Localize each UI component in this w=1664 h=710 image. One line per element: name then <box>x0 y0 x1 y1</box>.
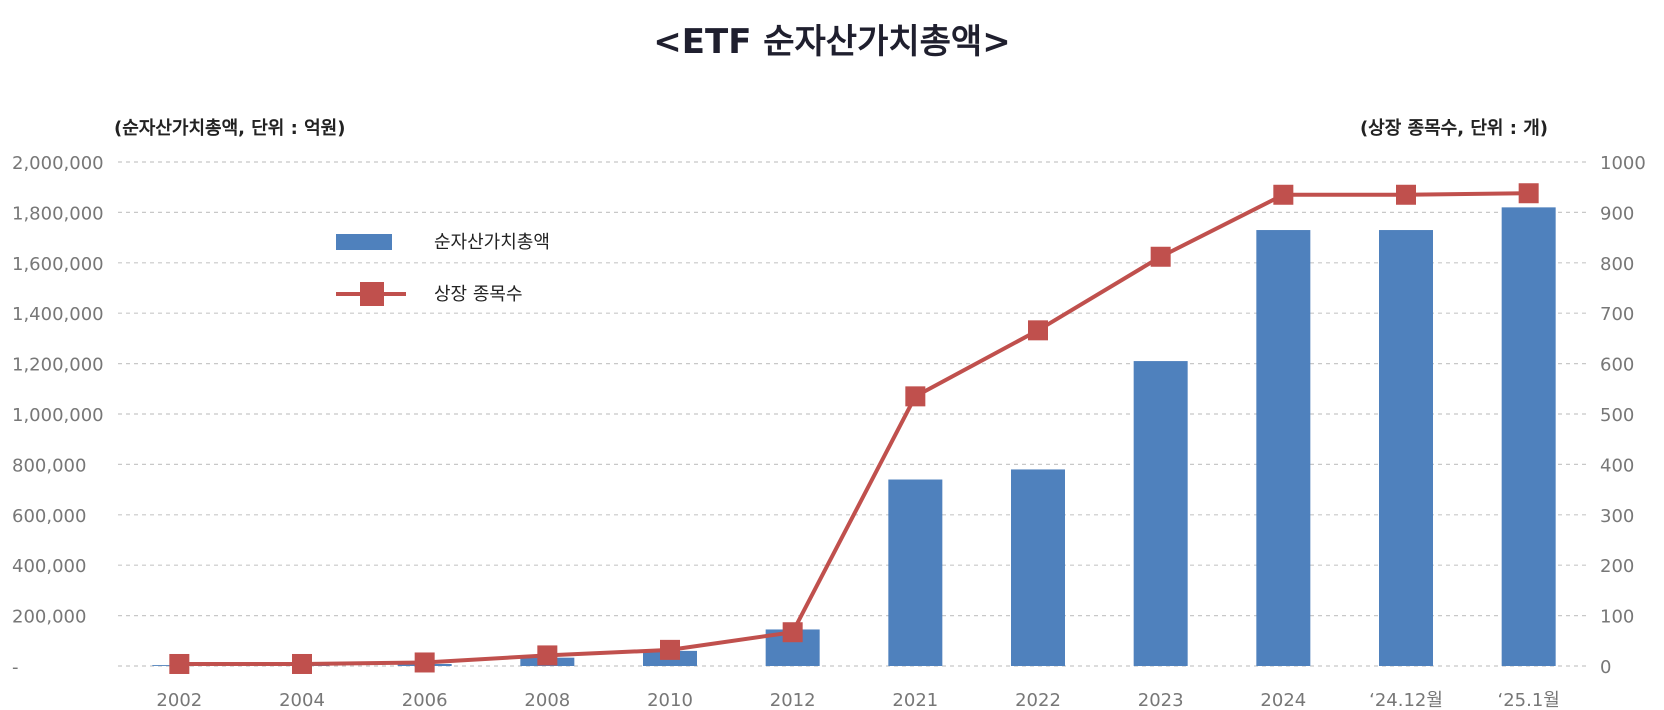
right-axis-tick-label: 1000 <box>1600 153 1646 174</box>
axes: - 0 200,000 100 400,000 200 600,000 300 800,000 4… <box>12 153 1646 710</box>
left-axis-tick-label: 800,000 <box>12 455 86 476</box>
series-line <box>179 191 1529 666</box>
left-axis-tick-label: - <box>12 657 19 678</box>
bar <box>888 479 943 666</box>
x-axis-tick-label: ‘24.12월 <box>1369 690 1443 710</box>
x-axis-tick-label: 2021 <box>892 690 938 710</box>
legend: 순자산가치총액 상장 종목수 <box>336 232 550 306</box>
chart-title: <ETF 순자산가치총액> <box>653 22 1010 62</box>
x-axis-tick-label: 2012 <box>770 690 816 710</box>
x-axis-tick-label: 2024 <box>1260 690 1306 710</box>
left-axis-tick-label: 1,400,000 <box>12 304 104 325</box>
bar <box>1256 230 1311 667</box>
left-axis-tick-label: 2,000,000 <box>12 153 104 174</box>
left-axis-tick-label: 400,000 <box>12 556 86 577</box>
right-axis-tick-label: 300 <box>1600 506 1634 527</box>
x-axis-tick-label: 2006 <box>402 690 448 710</box>
right-axis-tick-label: 500 <box>1600 405 1634 426</box>
line-marker <box>537 645 558 666</box>
line-series <box>169 183 1539 674</box>
right-axis-tick-label: 400 <box>1600 455 1634 476</box>
line-marker <box>782 622 803 643</box>
line-marker <box>414 652 435 673</box>
x-axis-tick-label: 2008 <box>524 690 570 710</box>
line-marker <box>1518 183 1539 204</box>
x-axis-tick-label: 2002 <box>156 690 202 710</box>
line-marker <box>292 653 312 674</box>
line-marker <box>169 653 190 674</box>
x-axis-tick-label: 2023 <box>1138 690 1184 710</box>
bar <box>1133 361 1188 666</box>
x-axis-tick-label: 2004 <box>279 690 325 710</box>
left-axis-tick-label: 600,000 <box>12 506 86 527</box>
x-axis-tick-label: 2010 <box>647 690 693 710</box>
left-axis-unit-label: (순자산가치총액, 단위 : 억원) <box>114 118 345 139</box>
left-axis-tick-label: 1,000,000 <box>12 405 104 426</box>
right-axis-unit-label: (상장 종목수, 단위 : 개) <box>1360 118 1548 139</box>
right-axis-tick-label: 100 <box>1600 607 1634 628</box>
bar <box>1379 230 1433 667</box>
bar <box>1011 469 1065 666</box>
legend-line-label: 상장 종목수 <box>434 284 523 305</box>
legend-line-marker <box>360 282 384 306</box>
line-marker <box>905 386 926 407</box>
right-axis-tick-label: 200 <box>1600 556 1634 577</box>
legend-bar-swatch <box>336 234 392 250</box>
legend-bar-label: 순자산가치총액 <box>434 232 550 253</box>
right-axis-tick-label: 800 <box>1600 254 1634 275</box>
right-axis-tick-label: 600 <box>1600 355 1634 376</box>
x-axis-tick-label: ‘25.1월 <box>1497 690 1559 710</box>
left-axis-tick-label: 200,000 <box>12 607 86 628</box>
right-axis-tick-label: 900 <box>1600 203 1634 224</box>
line-marker <box>1396 184 1416 205</box>
right-axis-tick-label: 0 <box>1600 657 1611 678</box>
line-marker <box>660 639 680 660</box>
bar-series <box>152 207 1556 667</box>
bar <box>1501 207 1556 667</box>
line-marker <box>1273 184 1294 205</box>
x-axis-tick-label: 2022 <box>1015 690 1061 710</box>
right-axis-tick-label: 700 <box>1600 304 1634 325</box>
left-axis-tick-label: 1,800,000 <box>12 203 104 224</box>
line-marker <box>1028 320 1048 341</box>
left-axis-tick-label: 1,600,000 <box>12 254 104 275</box>
line-marker <box>1150 246 1171 267</box>
left-axis-tick-label: 1,200,000 <box>12 355 104 376</box>
